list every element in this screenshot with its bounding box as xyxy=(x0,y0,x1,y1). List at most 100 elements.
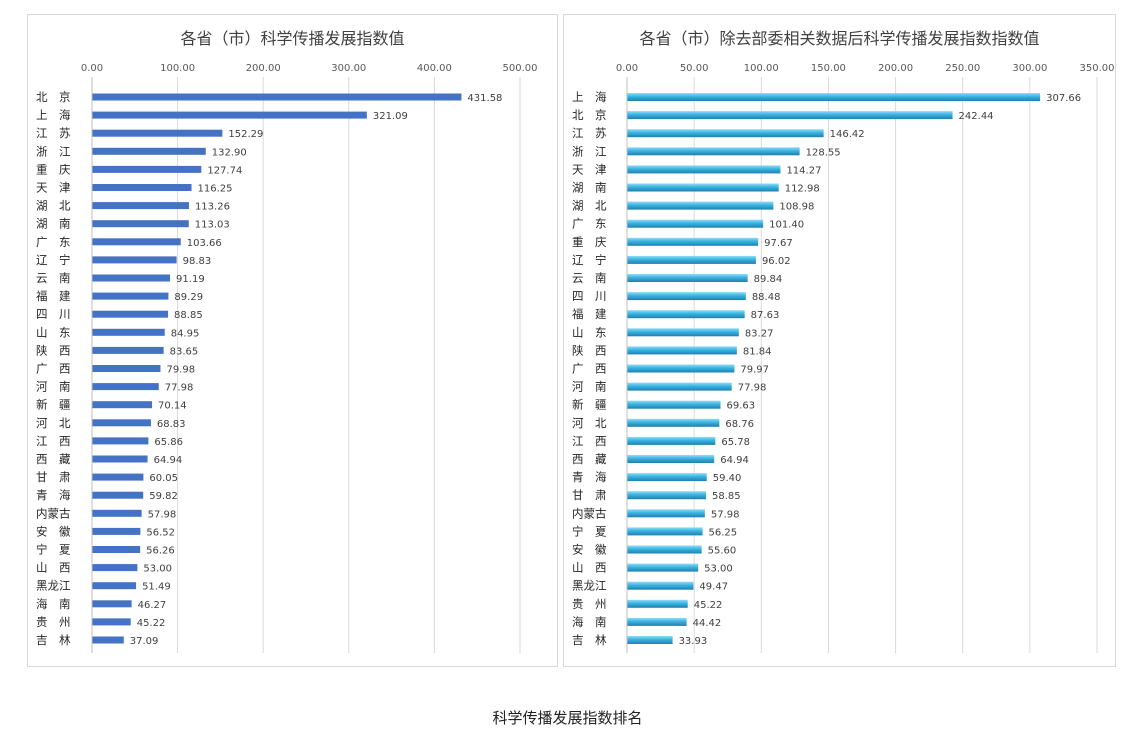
category-label: 内蒙古 xyxy=(572,506,607,520)
data-label: 70.14 xyxy=(158,401,187,412)
category-label: 北 京 xyxy=(36,90,71,104)
bar xyxy=(92,238,181,246)
bar xyxy=(627,274,748,282)
data-label: 45.22 xyxy=(694,600,723,611)
data-label: 64.94 xyxy=(720,455,749,466)
category-label: 贵 州 xyxy=(36,615,71,629)
data-label: 64.94 xyxy=(154,455,183,466)
x-tick-label: 300.00 xyxy=(331,63,366,74)
category-label: 四 川 xyxy=(572,289,607,303)
data-label: 77.98 xyxy=(738,383,767,394)
bar xyxy=(627,599,688,608)
bar xyxy=(92,455,148,463)
category-label: 江 苏 xyxy=(572,126,607,140)
category-label: 河 北 xyxy=(572,416,607,430)
bar xyxy=(627,473,707,482)
data-label: 98.83 xyxy=(183,256,212,267)
bar xyxy=(92,292,169,300)
data-label: 51.49 xyxy=(142,582,171,593)
category-label: 云 南 xyxy=(36,271,71,285)
data-label: 127.74 xyxy=(207,165,242,176)
data-label: 81.84 xyxy=(743,346,772,357)
bar xyxy=(92,310,169,318)
category-label: 山 东 xyxy=(36,325,71,339)
bar xyxy=(627,147,800,156)
bar xyxy=(627,545,702,554)
bar xyxy=(627,436,716,445)
data-label: 91.19 xyxy=(176,274,205,285)
data-label: 152.29 xyxy=(228,129,263,140)
bar xyxy=(627,93,1041,101)
data-label: 45.22 xyxy=(137,618,166,629)
bar xyxy=(627,201,774,210)
data-label: 87.63 xyxy=(751,310,780,321)
bar xyxy=(92,509,142,517)
category-label: 福 建 xyxy=(36,289,71,303)
category-label: 内蒙古 xyxy=(36,506,71,520)
category-label: 北 京 xyxy=(572,108,607,122)
data-label: 114.27 xyxy=(786,165,821,176)
bar xyxy=(92,527,141,535)
category-label: 西 藏 xyxy=(36,452,71,466)
chart-left-title: 各省（市）科学传播发展指数值 xyxy=(180,29,405,48)
data-label: 56.26 xyxy=(146,546,175,557)
bar xyxy=(92,473,144,481)
x-tick-label: 0.00 xyxy=(616,63,638,74)
chart-right-panel: 各省（市）除去部委相关数据后科学传播发展指数指数值 0.00 50.00 100.0… xyxy=(563,14,1116,667)
data-label: 44.42 xyxy=(693,618,722,629)
chart-right-title: 各省（市）除去部委相关数据后科学传播发展指数指数值 xyxy=(639,29,1040,48)
data-label: 146.42 xyxy=(830,129,865,140)
data-label: 88.48 xyxy=(752,292,781,303)
data-label: 132.90 xyxy=(212,147,247,158)
data-label: 58.85 xyxy=(712,491,741,502)
bar xyxy=(627,346,737,355)
bar xyxy=(627,509,705,518)
bar xyxy=(92,202,189,210)
category-label: 海 南 xyxy=(572,615,607,629)
bar xyxy=(627,111,953,120)
bar xyxy=(92,111,367,119)
data-label: 68.83 xyxy=(157,419,186,430)
data-label: 33.93 xyxy=(679,636,708,647)
bar xyxy=(627,255,756,264)
category-label: 甘 肃 xyxy=(572,488,607,502)
category-label: 甘 肃 xyxy=(36,470,71,484)
x-tick-label: 200.00 xyxy=(246,63,281,74)
bar xyxy=(92,220,189,228)
category-label: 河 南 xyxy=(36,380,71,394)
bar xyxy=(627,382,732,391)
x-tick-label: 250.00 xyxy=(945,63,980,74)
category-label: 云 南 xyxy=(572,271,607,285)
data-label: 83.65 xyxy=(170,346,199,357)
category-label: 河 南 xyxy=(572,380,607,394)
bar xyxy=(627,617,687,626)
category-label: 重 庆 xyxy=(36,162,71,176)
data-label: 65.86 xyxy=(154,437,183,448)
chart-left-svg: 0.00 100.00 200.00 300.00 400.00 500.00 北 京 431… xyxy=(36,63,538,653)
category-label: 山 西 xyxy=(572,561,607,575)
data-label: 307.66 xyxy=(1046,93,1081,104)
data-label: 57.98 xyxy=(711,509,740,520)
category-label: 湖 北 xyxy=(572,199,607,213)
bar xyxy=(92,419,151,427)
chart-left-panel: 各省（市）科学传播发展指数值 0.00 100.00 200.00 300.00 400… xyxy=(27,14,558,667)
data-label: 108.98 xyxy=(779,202,814,213)
bar xyxy=(92,600,132,608)
category-label: 湖 南 xyxy=(572,181,607,195)
category-label: 天 津 xyxy=(572,162,607,176)
bar xyxy=(92,401,153,409)
data-label: 101.40 xyxy=(769,220,804,231)
category-label: 西 藏 xyxy=(572,452,607,466)
bar xyxy=(627,310,745,319)
data-label: 55.60 xyxy=(708,546,737,557)
data-label: 88.85 xyxy=(174,310,203,321)
bar xyxy=(92,184,192,191)
category-label: 浙 江 xyxy=(572,144,607,158)
category-label: 河 北 xyxy=(36,416,71,430)
category-label: 湖 南 xyxy=(36,217,71,231)
category-label: 宁 夏 xyxy=(36,543,71,557)
bar xyxy=(627,292,746,301)
data-label: 68.76 xyxy=(725,419,754,430)
bar xyxy=(92,383,159,391)
category-label: 湖 北 xyxy=(36,199,71,213)
